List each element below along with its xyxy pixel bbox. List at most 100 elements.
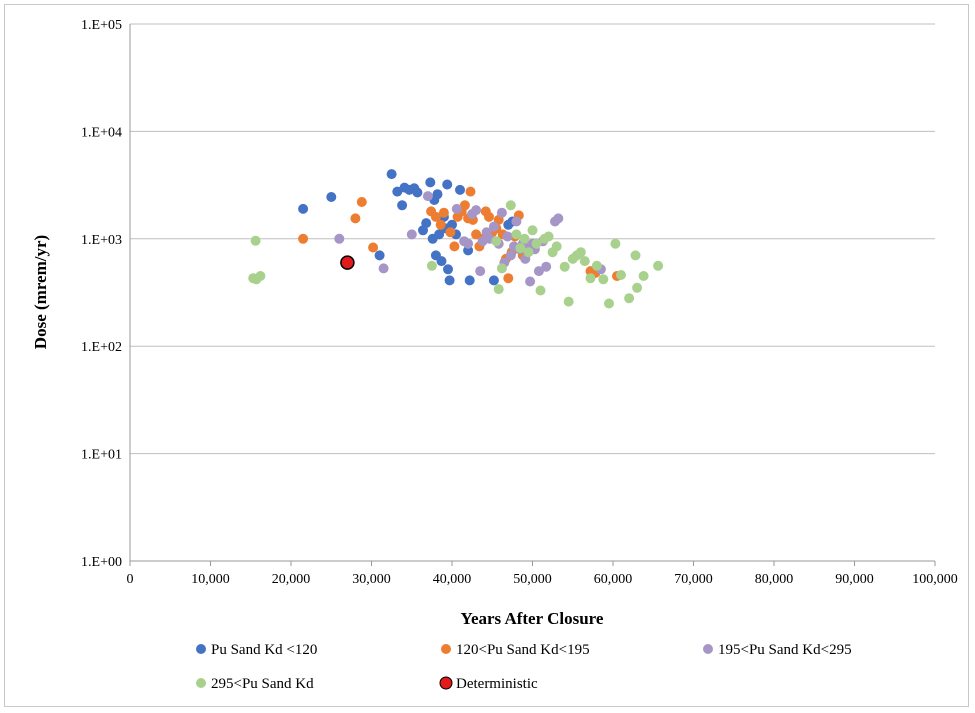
data-point bbox=[496, 207, 507, 218]
chart-frame bbox=[4, 4, 969, 707]
data-point bbox=[484, 211, 494, 222]
series-0 bbox=[298, 169, 518, 286]
series-4 bbox=[340, 255, 355, 270]
data-point bbox=[378, 263, 389, 274]
x-tick-label: 70,000 bbox=[674, 572, 713, 587]
data-point bbox=[438, 207, 449, 218]
data-point bbox=[435, 219, 446, 230]
data-point bbox=[515, 243, 526, 254]
data-point bbox=[575, 247, 586, 258]
y-tick-labels: 1.E+00 1.E+01 1.E+02 1.E+03 1.E+04 1.E+05 bbox=[81, 18, 122, 570]
data-point bbox=[471, 205, 482, 216]
data-point bbox=[653, 260, 664, 271]
legend-label: 295<Pu Sand Kd bbox=[211, 676, 314, 692]
data-point bbox=[488, 221, 499, 232]
legend-marker bbox=[196, 678, 206, 688]
data-point bbox=[519, 233, 530, 244]
data-point bbox=[523, 247, 534, 258]
data-point bbox=[579, 256, 590, 267]
x-tick-label: 40,000 bbox=[433, 572, 472, 587]
x-tick-label: 90,000 bbox=[835, 572, 874, 587]
series-3 bbox=[248, 200, 664, 309]
data-point bbox=[511, 229, 522, 240]
data-point bbox=[422, 191, 433, 202]
data-point bbox=[598, 274, 609, 285]
legend-label: 195<Pu Sand Kd<295 bbox=[718, 642, 852, 658]
data-point bbox=[397, 200, 408, 211]
data-point bbox=[447, 219, 457, 230]
x-tick-label: 20,000 bbox=[272, 572, 311, 587]
y-tick-label: 1.E+03 bbox=[81, 233, 122, 248]
data-point bbox=[535, 285, 546, 296]
data-point bbox=[386, 169, 397, 180]
data-point bbox=[493, 284, 504, 295]
data-point bbox=[551, 241, 562, 252]
legend: Pu Sand Kd <120 120<Pu Sand Kd<195 195<Pu … bbox=[196, 642, 852, 692]
legend-marker bbox=[441, 644, 451, 654]
data-point bbox=[505, 250, 516, 261]
y-tick-label: 1.E+02 bbox=[81, 340, 122, 355]
x-tick-label: 50,000 bbox=[513, 572, 552, 587]
y-tick-label: 1.E+04 bbox=[81, 125, 122, 140]
x-tick-label: 60,000 bbox=[594, 572, 633, 587]
y-tick-label: 1.E+01 bbox=[81, 448, 122, 463]
data-point bbox=[374, 250, 385, 261]
data-point bbox=[443, 264, 453, 275]
data-point bbox=[421, 218, 432, 229]
x-tick-labels: 0 10,000 20,000 30,000 40,000 50,000 60,000 70,… bbox=[127, 572, 958, 587]
series-2 bbox=[334, 191, 606, 287]
data-point bbox=[624, 293, 635, 304]
data-point bbox=[585, 273, 596, 284]
data-point bbox=[326, 192, 337, 202]
data-point bbox=[449, 241, 460, 252]
data-point bbox=[488, 275, 499, 286]
data-point bbox=[464, 275, 475, 286]
data-point bbox=[350, 213, 361, 224]
data-point bbox=[616, 270, 626, 280]
data-point bbox=[426, 260, 437, 271]
data-point bbox=[445, 227, 456, 238]
data-point bbox=[591, 260, 602, 271]
data-point bbox=[541, 261, 552, 272]
legend-label: Pu Sand Kd <120 bbox=[211, 642, 317, 658]
legend-marker bbox=[196, 644, 206, 654]
data-point bbox=[505, 200, 516, 211]
data-point bbox=[503, 273, 514, 284]
data-point bbox=[604, 298, 614, 309]
data-point bbox=[334, 233, 345, 244]
x-tick-label: 30,000 bbox=[352, 572, 391, 587]
data-point bbox=[511, 216, 522, 227]
data-point bbox=[563, 296, 574, 307]
data-point bbox=[525, 276, 536, 287]
y-tick-label: 1.E+05 bbox=[81, 18, 122, 33]
data-point bbox=[442, 179, 453, 190]
data-point bbox=[459, 200, 470, 211]
legend-marker bbox=[703, 644, 713, 654]
x-tick-label: 100,000 bbox=[912, 572, 958, 587]
data-point bbox=[610, 238, 621, 249]
data-point bbox=[543, 231, 554, 242]
data-point bbox=[638, 271, 649, 281]
legend-label: 120<Pu Sand Kd<195 bbox=[456, 642, 590, 658]
x-tick-label: 80,000 bbox=[755, 572, 794, 587]
data-points bbox=[248, 169, 664, 309]
data-point bbox=[425, 177, 436, 188]
data-point bbox=[502, 231, 513, 242]
data-point bbox=[298, 203, 309, 214]
data-point bbox=[434, 229, 445, 240]
data-point bbox=[412, 187, 423, 198]
y-axis-title: Dose (mrem/yr) bbox=[31, 235, 50, 349]
data-point bbox=[444, 275, 455, 286]
data-point bbox=[553, 213, 564, 224]
data-point bbox=[630, 250, 641, 261]
data-point bbox=[436, 256, 447, 267]
data-point bbox=[368, 242, 379, 253]
data-point bbox=[496, 263, 507, 274]
data-point bbox=[475, 266, 486, 277]
data-point bbox=[255, 271, 266, 281]
data-point bbox=[533, 266, 544, 277]
deterministic-point bbox=[340, 255, 355, 270]
data-point bbox=[559, 261, 570, 272]
legend-label: Deterministic bbox=[456, 676, 538, 692]
